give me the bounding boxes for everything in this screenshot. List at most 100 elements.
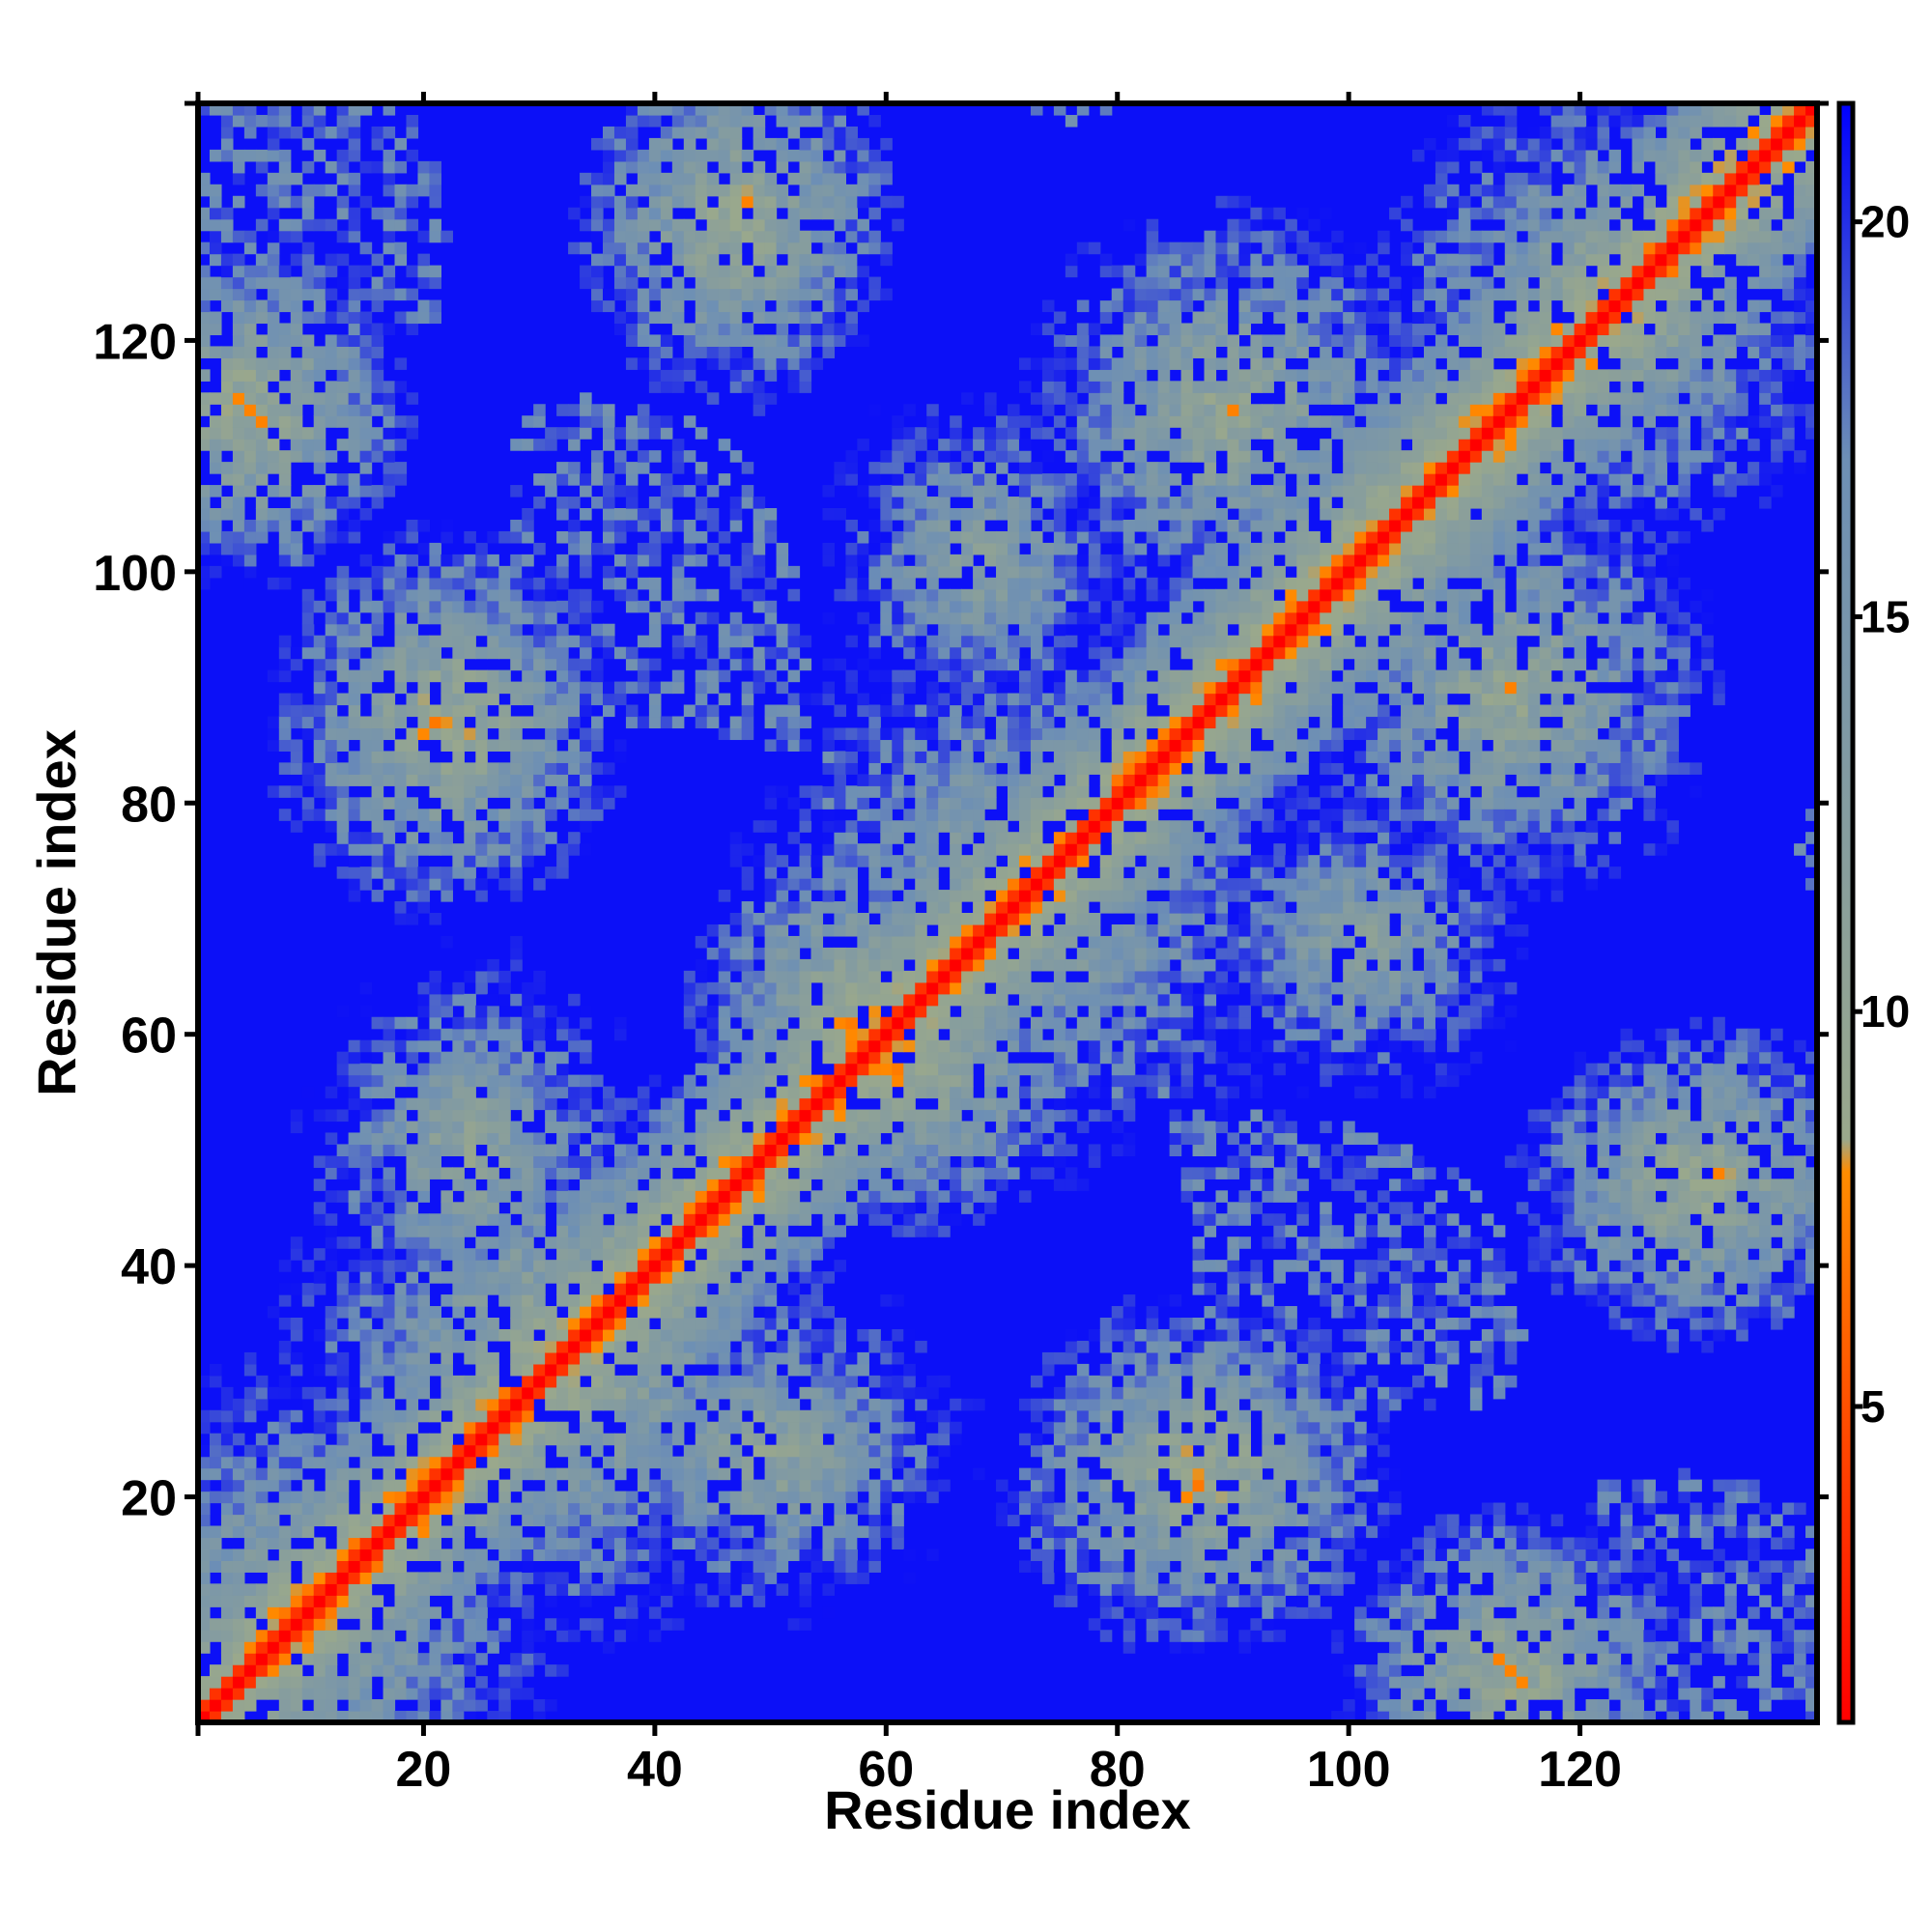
heatmap-cell bbox=[232, 1618, 245, 1631]
heatmap-cell bbox=[301, 600, 315, 613]
heatmap-cell bbox=[522, 1179, 534, 1191]
heatmap-cell bbox=[764, 878, 778, 891]
heatmap-cell bbox=[406, 739, 419, 752]
heatmap-cell bbox=[764, 935, 778, 949]
heatmap-cell bbox=[753, 1479, 766, 1492]
heatmap-cell bbox=[522, 774, 534, 786]
heatmap-cell bbox=[580, 195, 592, 209]
heatmap-cell bbox=[695, 1456, 708, 1469]
heatmap-cell bbox=[383, 774, 396, 786]
heatmap-cell bbox=[348, 1525, 361, 1539]
heatmap-cell bbox=[290, 404, 303, 416]
heatmap-cell bbox=[278, 218, 292, 232]
heatmap-cell bbox=[198, 565, 211, 579]
heatmap-cell bbox=[464, 1318, 476, 1330]
heatmap-cell bbox=[313, 369, 327, 382]
heatmap-cell bbox=[533, 439, 546, 451]
heatmap-cell bbox=[348, 762, 361, 775]
heatmap-cell bbox=[198, 103, 211, 116]
heatmap-cell bbox=[359, 1132, 373, 1146]
heatmap-cell bbox=[255, 1583, 269, 1596]
heatmap-cell bbox=[892, 1479, 904, 1492]
heatmap-cell bbox=[580, 1039, 592, 1053]
heatmap-cell bbox=[301, 357, 315, 370]
heatmap-cell bbox=[464, 820, 476, 833]
heatmap-cell bbox=[336, 797, 350, 810]
heatmap-cell bbox=[325, 1167, 338, 1179]
heatmap-cell bbox=[383, 207, 396, 220]
heatmap-cell bbox=[475, 704, 488, 718]
heatmap-cell bbox=[903, 739, 916, 752]
heatmap-cell bbox=[741, 1086, 754, 1099]
heatmap-cell bbox=[429, 1121, 441, 1134]
heatmap-cell bbox=[510, 843, 523, 856]
heatmap-cell bbox=[290, 1502, 303, 1516]
heatmap-cell bbox=[845, 1213, 858, 1226]
heatmap-cell bbox=[648, 381, 662, 393]
heatmap-cell bbox=[510, 1421, 523, 1435]
heatmap-cell bbox=[568, 1351, 581, 1365]
heatmap-cell bbox=[729, 1190, 743, 1203]
heatmap-cell bbox=[868, 635, 881, 648]
heatmap-cell bbox=[671, 1340, 685, 1353]
heatmap-cell bbox=[926, 1548, 939, 1561]
heatmap-cell bbox=[325, 577, 338, 590]
heatmap-cell bbox=[799, 103, 812, 116]
heatmap-cell bbox=[845, 867, 858, 879]
heatmap-cell bbox=[695, 1109, 708, 1122]
heatmap-cell bbox=[198, 1583, 211, 1596]
heatmap-cell bbox=[533, 542, 546, 555]
heatmap-cell bbox=[868, 704, 881, 718]
heatmap-cell bbox=[892, 554, 904, 567]
heatmap-cell bbox=[452, 762, 465, 775]
heatmap-cell bbox=[845, 820, 858, 833]
heatmap-cell bbox=[440, 1190, 453, 1203]
heatmap-cell bbox=[625, 253, 639, 267]
heatmap-cell bbox=[383, 381, 396, 393]
heatmap-cell bbox=[406, 1179, 419, 1191]
heatmap-cell bbox=[325, 1491, 338, 1504]
heatmap-cell bbox=[880, 981, 893, 995]
heatmap-cell bbox=[556, 681, 569, 695]
heatmap-cell bbox=[660, 184, 673, 197]
heatmap-cell bbox=[394, 681, 408, 695]
heatmap-cell bbox=[776, 1248, 789, 1261]
heatmap-cell bbox=[718, 1236, 731, 1249]
heatmap-cell bbox=[232, 381, 245, 393]
heatmap-cell bbox=[591, 1340, 604, 1353]
heatmap-cell bbox=[336, 1074, 350, 1088]
heatmap-cell bbox=[753, 114, 766, 128]
heatmap-cell bbox=[429, 1340, 441, 1353]
heatmap-cell bbox=[580, 1283, 592, 1295]
heatmap-cell bbox=[822, 1583, 836, 1596]
heatmap-cell bbox=[290, 1699, 303, 1712]
heatmap-cell bbox=[545, 1306, 557, 1319]
heatmap-cell bbox=[475, 774, 488, 786]
heatmap-cell bbox=[417, 1074, 431, 1088]
heatmap-cell bbox=[313, 1202, 327, 1214]
heatmap-cell bbox=[522, 635, 534, 648]
heatmap-cell bbox=[648, 1479, 662, 1492]
heatmap-cell bbox=[892, 935, 904, 949]
heatmap-cell bbox=[926, 958, 939, 972]
heatmap-cell bbox=[706, 184, 720, 197]
heatmap-cell bbox=[522, 1236, 534, 1249]
heatmap-cell bbox=[533, 1375, 546, 1388]
heatmap-cell bbox=[568, 704, 581, 718]
heatmap-cell bbox=[545, 1074, 557, 1088]
heatmap-cell bbox=[232, 172, 245, 185]
heatmap-cell bbox=[637, 149, 650, 162]
heatmap-cell bbox=[603, 693, 615, 706]
heatmap-cell bbox=[776, 1213, 789, 1226]
heatmap-cell bbox=[464, 832, 476, 844]
heatmap-cell bbox=[325, 762, 338, 775]
heatmap-cell bbox=[671, 462, 685, 474]
heatmap-cell bbox=[799, 1155, 812, 1168]
heatmap-cell bbox=[603, 681, 615, 695]
heatmap-cell bbox=[926, 462, 939, 474]
heatmap-cell bbox=[359, 1155, 373, 1168]
heatmap-cell bbox=[301, 508, 315, 521]
heatmap-cell bbox=[695, 195, 708, 209]
heatmap-cell bbox=[556, 1444, 569, 1458]
heatmap-cell bbox=[787, 195, 801, 209]
